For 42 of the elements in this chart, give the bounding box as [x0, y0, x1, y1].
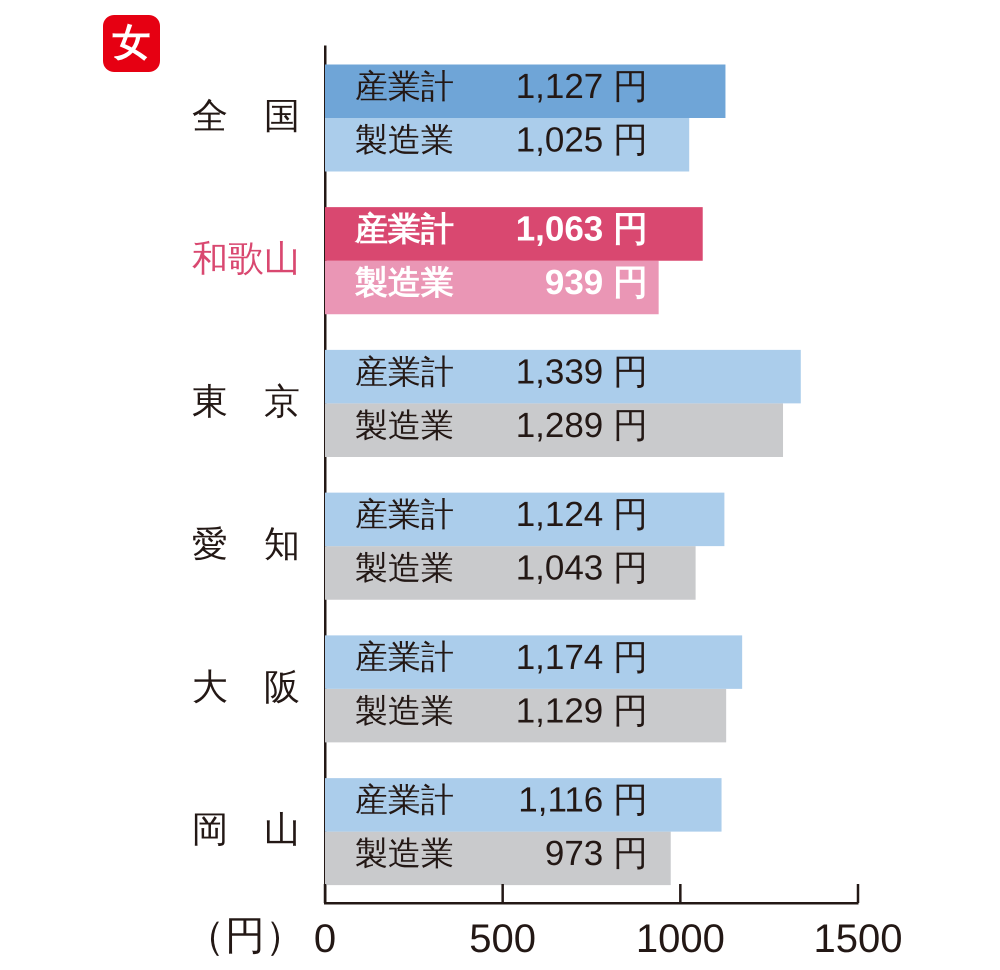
text: 製造業: [355, 120, 454, 158]
data-label: 1,043 円: [516, 548, 648, 588]
text: 産業計: [355, 780, 454, 818]
bar: [325, 635, 742, 689]
bar: [325, 64, 726, 118]
text: 産業計: [355, 496, 454, 532]
y-tick-label: 東 京: [192, 380, 300, 422]
y-tick-label: 岡 山: [192, 808, 300, 850]
data-label: 1,025 円: [516, 120, 648, 160]
text: 産業計: [355, 67, 454, 104]
chart-title: 女: [103, 15, 160, 72]
bar: [325, 350, 801, 404]
bar: [325, 778, 722, 832]
y-tick-label: 大 阪: [192, 666, 300, 707]
data-label: 1,116 円: [518, 780, 648, 820]
data-label: 1,174 円: [516, 638, 648, 677]
text: 製造業: [355, 406, 454, 444]
bar: [325, 492, 724, 546]
text: 製造業: [355, 692, 454, 729]
x-tick-label: 500: [469, 917, 536, 962]
data-label: 1,339 円: [516, 352, 648, 392]
data-label: 1,124 円: [516, 495, 648, 534]
data-label: 939 円: [544, 263, 648, 302]
y-tick-label: 和歌山: [192, 238, 300, 279]
bar: [325, 403, 784, 457]
x-axis-title: （円）: [185, 914, 305, 958]
y-tick-label: 全 国: [192, 94, 300, 136]
x-tick-label: 0: [314, 917, 336, 962]
data-label: 1,063 円: [516, 210, 648, 249]
text: 産業計: [355, 638, 454, 676]
text: 製造業: [355, 549, 454, 586]
data-label: 1,289 円: [516, 406, 648, 445]
series-label: 産業計: [355, 352, 454, 390]
data-label: 973 円: [544, 834, 648, 874]
data-label: 1,129 円: [516, 691, 648, 730]
data-label: 1,127 円: [516, 66, 648, 106]
y-tick-label: 愛 知: [192, 523, 300, 564]
x-tick-label: 1500: [814, 917, 902, 962]
text: 製造業: [355, 834, 454, 872]
series-label: 製造業: [354, 264, 454, 301]
x-tick-label: 1000: [636, 917, 725, 962]
text: 産業計: [355, 210, 454, 248]
